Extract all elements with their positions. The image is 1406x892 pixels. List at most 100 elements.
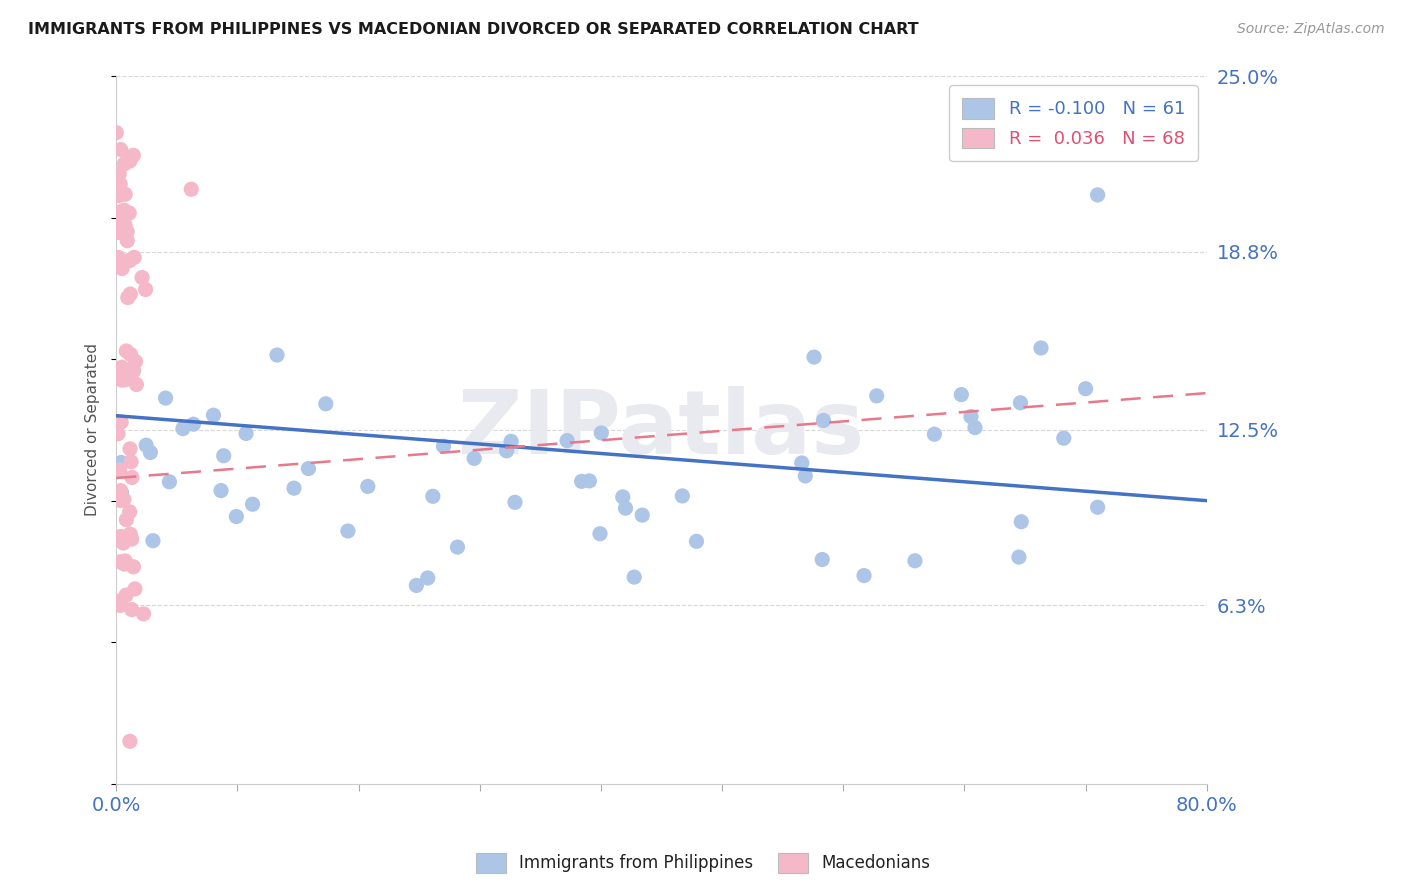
Point <box>110 415 132 429</box>
Point <box>107 188 129 202</box>
Point <box>790 456 813 470</box>
Point <box>142 533 165 548</box>
Point <box>209 483 232 498</box>
Point <box>110 599 132 613</box>
Point <box>117 234 139 248</box>
Point <box>794 469 817 483</box>
Point <box>183 417 205 432</box>
Text: ZIPatlas: ZIPatlas <box>458 386 865 474</box>
Point <box>811 552 834 566</box>
Y-axis label: Divorced or Separated: Divorced or Separated <box>86 343 100 516</box>
Point <box>118 734 141 748</box>
Legend: Immigrants from Philippines, Macedonians: Immigrants from Philippines, Macedonians <box>470 847 936 880</box>
Point <box>110 483 132 498</box>
Point <box>242 497 264 511</box>
Point <box>803 350 825 364</box>
Point <box>432 439 454 453</box>
Point <box>623 570 645 584</box>
Text: IMMIGRANTS FROM PHILIPPINES VS MACEDONIAN DIVORCED OR SEPARATED CORRELATION CHAR: IMMIGRANTS FROM PHILIPPINES VS MACEDONIA… <box>28 22 918 37</box>
Point <box>212 449 235 463</box>
Point <box>114 187 136 202</box>
Point <box>124 582 146 596</box>
Point <box>1087 188 1109 202</box>
Point <box>135 283 157 297</box>
Point <box>172 422 194 436</box>
Point <box>115 588 138 602</box>
Point <box>357 479 380 493</box>
Point <box>107 218 129 232</box>
Point <box>111 360 134 375</box>
Point <box>115 513 138 527</box>
Point <box>120 455 142 469</box>
Point <box>122 559 145 574</box>
Point <box>107 205 129 219</box>
Point <box>112 368 135 382</box>
Point <box>108 555 131 569</box>
Point <box>813 413 835 427</box>
Point <box>121 602 143 616</box>
Point <box>110 529 132 543</box>
Point <box>110 593 132 607</box>
Point <box>155 391 177 405</box>
Text: Source: ZipAtlas.com: Source: ZipAtlas.com <box>1237 22 1385 37</box>
Point <box>122 148 145 162</box>
Point <box>591 425 613 440</box>
Point <box>405 578 427 592</box>
Point <box>180 182 202 196</box>
Point <box>120 527 142 541</box>
Point <box>671 489 693 503</box>
Point <box>446 540 468 554</box>
Point <box>118 206 141 220</box>
Point <box>422 489 444 503</box>
Point <box>115 344 138 359</box>
Point <box>107 209 129 223</box>
Point <box>866 389 889 403</box>
Legend: R = -0.100   N = 61, R =  0.036   N = 68: R = -0.100 N = 61, R = 0.036 N = 68 <box>949 85 1198 161</box>
Point <box>1010 515 1032 529</box>
Point <box>118 505 141 519</box>
Point <box>336 524 359 538</box>
Point <box>612 490 634 504</box>
Point <box>108 463 131 477</box>
Point <box>495 443 517 458</box>
Point <box>1087 500 1109 515</box>
Point <box>114 554 136 568</box>
Point <box>297 461 319 475</box>
Point <box>589 526 612 541</box>
Point <box>107 415 129 429</box>
Point <box>503 495 526 509</box>
Point <box>122 251 145 265</box>
Point <box>283 481 305 495</box>
Point <box>924 427 946 442</box>
Point <box>112 536 135 550</box>
Point <box>124 354 146 368</box>
Point <box>139 445 162 459</box>
Point <box>111 261 134 276</box>
Point <box>110 485 132 500</box>
Point <box>118 253 141 268</box>
Point <box>555 434 578 448</box>
Point <box>118 253 141 268</box>
Point <box>1008 550 1031 565</box>
Point <box>131 270 153 285</box>
Point <box>107 225 129 239</box>
Point <box>112 492 135 507</box>
Point <box>135 438 157 452</box>
Point <box>416 571 439 585</box>
Point <box>685 534 707 549</box>
Point <box>121 532 143 546</box>
Point <box>1029 341 1052 355</box>
Point <box>118 153 141 168</box>
Point <box>110 177 132 191</box>
Point <box>111 373 134 387</box>
Point <box>110 493 132 508</box>
Point <box>107 251 129 265</box>
Point <box>107 492 129 507</box>
Point <box>225 509 247 524</box>
Point <box>501 434 523 449</box>
Point <box>235 426 257 441</box>
Point <box>110 455 132 469</box>
Point <box>1074 382 1097 396</box>
Point <box>315 397 337 411</box>
Point <box>105 126 128 140</box>
